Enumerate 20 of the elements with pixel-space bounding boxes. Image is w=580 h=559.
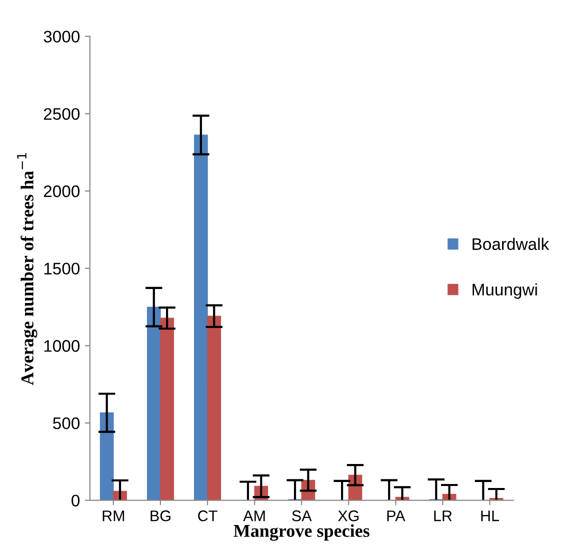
- x-tick-label: LR: [434, 510, 452, 522]
- x-tick-label: CT: [198, 510, 218, 522]
- x-tick-label: RM: [102, 510, 124, 522]
- x-tick-label: PA: [387, 510, 406, 522]
- x-tick-label: SA: [292, 510, 312, 522]
- x-axis-title: Mangrove species: [234, 524, 370, 541]
- x-tick-label: HL: [481, 510, 500, 522]
- x-tick-label: XG: [338, 510, 359, 522]
- legend-label: Muungwi: [472, 283, 537, 299]
- x-tick-label: AM: [243, 510, 265, 522]
- x-tick-label: BG: [150, 510, 170, 522]
- legend-label: Boardwalk: [472, 238, 550, 250]
- y-tick-label: 0: [72, 494, 80, 507]
- y-tick-label: 500: [53, 417, 80, 430]
- y-tick-label: 3000: [44, 30, 80, 43]
- y-tick-label: 2500: [44, 108, 80, 120]
- y-axis-title: Average number of trees ha$^{−1}$: [17, 153, 38, 386]
- y-tick-label: 2000: [44, 185, 80, 198]
- y-tick-label: 1500: [44, 262, 80, 275]
- y-tick-label: 1000: [44, 340, 80, 352]
